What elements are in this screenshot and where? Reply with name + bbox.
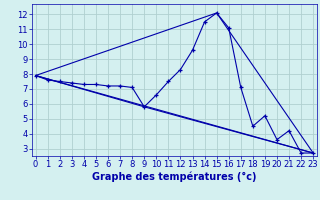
X-axis label: Graphe des températures (°c): Graphe des températures (°c): [92, 172, 257, 182]
